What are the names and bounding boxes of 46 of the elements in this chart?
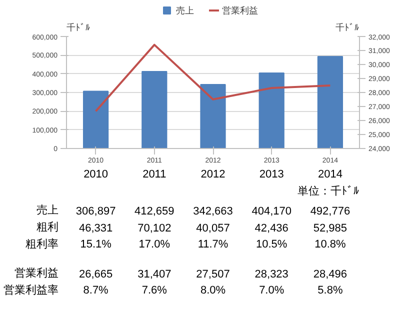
category-label: 2010 — [84, 168, 108, 180]
text: 8.7% — [83, 284, 109, 296]
data-label: 31,407 — [138, 268, 172, 280]
data-label: 412,659 — [134, 206, 174, 218]
data-label: 342,663 — [193, 206, 233, 218]
text: 10.5% — [256, 238, 288, 250]
data-label: 26,665 — [78, 268, 113, 280]
text: 11.7% — [198, 238, 228, 250]
text: 7.0% — [259, 284, 284, 296]
text: 17.0% — [138, 238, 170, 250]
category-label: 2011 — [142, 168, 166, 180]
data-label: 306,897 — [76, 206, 116, 218]
text: 5.8% — [318, 284, 343, 296]
bar — [317, 56, 344, 148]
bar — [200, 84, 226, 148]
bar — [82, 90, 109, 148]
text: 売上 — [36, 204, 58, 216]
legend-label: 売上 — [176, 6, 194, 16]
bar — [258, 72, 284, 148]
data-label: 27,507 — [196, 268, 230, 280]
bar — [142, 70, 168, 148]
category-label: 2013 — [259, 168, 284, 180]
text: 40,057 — [196, 222, 230, 234]
text: 粗利率 — [26, 238, 58, 250]
data-label: 404,170 — [252, 206, 292, 218]
data-label: 492,776 — [310, 206, 350, 218]
data-label: 28,496 — [313, 268, 348, 280]
text: 52,985 — [313, 222, 348, 234]
y2-axis-title: 千ﾄﾞﾙ — [336, 22, 360, 32]
text: 営業利益 — [14, 268, 58, 280]
text: 粗利 — [36, 220, 58, 234]
text: 単位：千ﾄﾞﾙ — [298, 184, 360, 198]
text: 7.6% — [142, 284, 168, 296]
text: 営業利益率 — [4, 284, 58, 296]
category-label: 2012 — [200, 168, 226, 180]
text: 8.0% — [200, 284, 226, 296]
text: 46,331 — [78, 222, 113, 234]
y-axis-title: 千ﾄﾞﾙ — [66, 22, 90, 32]
text: 10.8% — [314, 238, 346, 250]
legend-label: 営業利益 — [222, 6, 258, 16]
text: 70,102 — [138, 222, 172, 234]
category-label: 2014 — [318, 168, 342, 180]
text: 15.1% — [80, 238, 112, 250]
data-label: 28,323 — [254, 268, 288, 280]
line-series — [94, 44, 332, 112]
text: 42,436 — [254, 222, 288, 234]
